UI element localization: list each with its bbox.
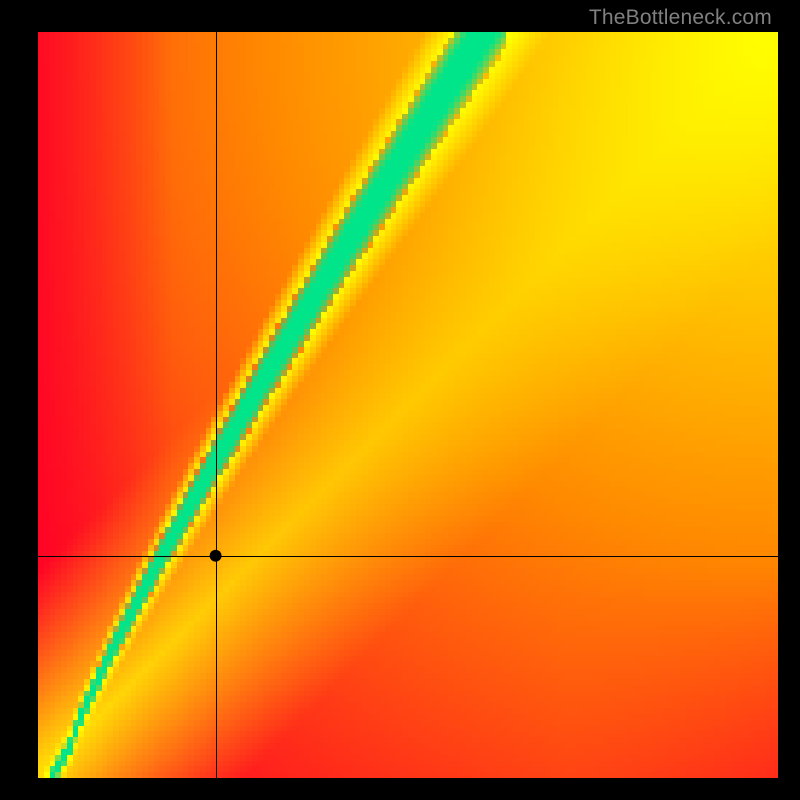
chart-container: TheBottleneck.com	[0, 0, 800, 800]
bottleneck-heatmap	[0, 0, 800, 800]
watermark-text: TheBottleneck.com	[589, 6, 772, 30]
